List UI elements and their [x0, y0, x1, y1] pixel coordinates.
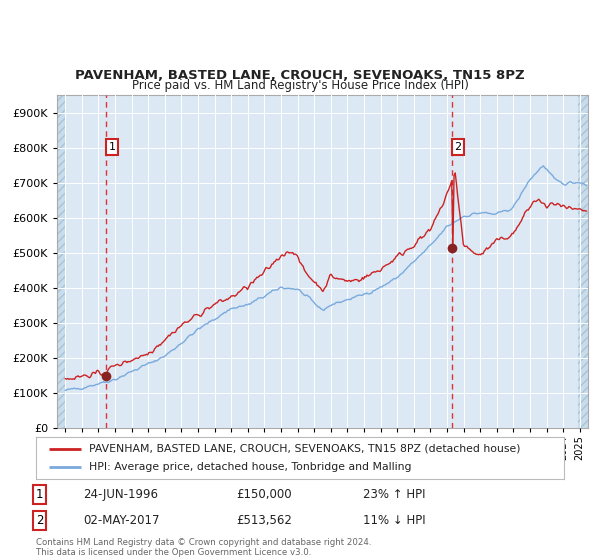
- Text: Contains HM Land Registry data © Crown copyright and database right 2024.
This d: Contains HM Land Registry data © Crown c…: [36, 538, 371, 557]
- Text: 2: 2: [36, 514, 44, 527]
- Bar: [578, 95, 588, 428]
- Text: PAVENHAM, BASTED LANE, CROUCH, SEVENOAKS, TN15 8PZ (detached house): PAVENHAM, BASTED LANE, CROUCH, SEVENOAKS…: [89, 444, 520, 454]
- Bar: [57, 95, 65, 428]
- Text: 23% ↑ HPI: 23% ↑ HPI: [364, 488, 426, 501]
- Text: Price paid vs. HM Land Registry's House Price Index (HPI): Price paid vs. HM Land Registry's House …: [131, 79, 469, 92]
- Text: HPI: Average price, detached house, Tonbridge and Malling: HPI: Average price, detached house, Tonb…: [89, 462, 412, 472]
- Text: 24-JUN-1996: 24-JUN-1996: [83, 488, 158, 501]
- Text: 11% ↓ HPI: 11% ↓ HPI: [364, 514, 426, 527]
- Text: 1: 1: [36, 488, 44, 501]
- Text: 02-MAY-2017: 02-MAY-2017: [83, 514, 160, 527]
- Text: PAVENHAM, BASTED LANE, CROUCH, SEVENOAKS, TN15 8PZ: PAVENHAM, BASTED LANE, CROUCH, SEVENOAKS…: [75, 69, 525, 82]
- Text: 1: 1: [109, 142, 115, 152]
- Text: £150,000: £150,000: [236, 488, 292, 501]
- Text: 2: 2: [454, 142, 461, 152]
- Text: £513,562: £513,562: [236, 514, 293, 527]
